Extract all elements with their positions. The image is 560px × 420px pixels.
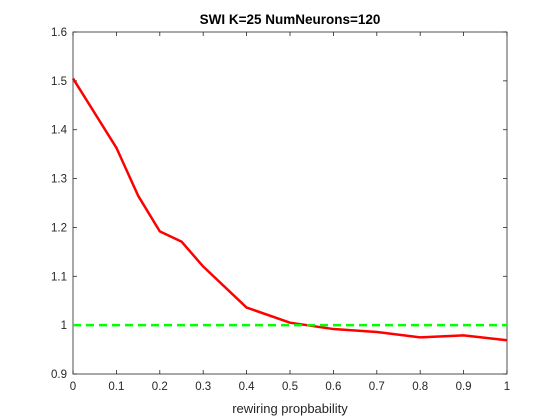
chart-title: SWI K=25 NumNeurons=120 [200,12,381,27]
y-tick-label: 1.2 [51,222,67,234]
x-tick-label: 0.6 [325,381,341,393]
y-tick-label: 1.1 [51,271,67,283]
x-tick-label: 0.5 [282,381,298,393]
x-tick-label: 0.4 [239,381,256,393]
x-tick-label: 0 [70,381,76,393]
y-tick-label: 1.4 [51,125,68,137]
y-tick-label: 1.6 [51,27,67,39]
x-tick-label: 0.3 [195,381,211,393]
x-axis-label: rewiring propbability [232,401,348,416]
x-tick-label: 0.8 [412,381,428,393]
x-tick-label: 1 [504,381,510,393]
y-tick-label: 1.3 [51,174,67,186]
x-tick-label: 0.2 [152,381,168,393]
y-tick-label: 0.9 [51,369,67,381]
plot-area [72,31,508,375]
x-tick-label: 0.9 [456,381,472,393]
y-tick-label: 1.5 [51,76,67,88]
x-tick-label: 0.7 [369,381,385,393]
y-tick-label: 1 [61,320,67,332]
data-line-series [71,77,508,342]
x-tick-label: 0.1 [108,381,124,393]
